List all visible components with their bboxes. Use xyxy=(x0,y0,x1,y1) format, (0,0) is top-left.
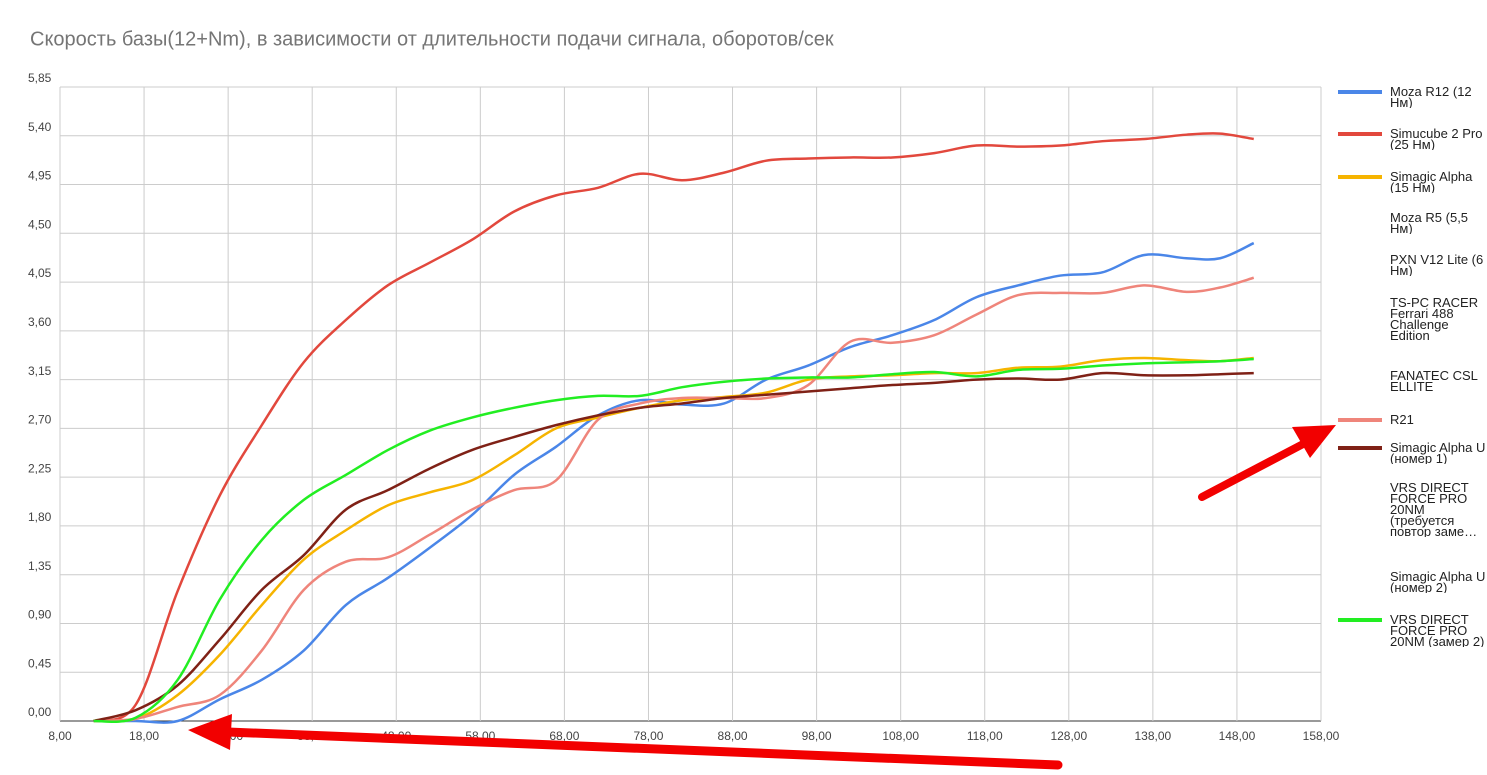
x-tick-label: 148,00 xyxy=(1219,729,1256,743)
legend-label: Moza R12 (12 Нм) xyxy=(1390,86,1472,108)
x-tick-label: 108,00 xyxy=(882,729,919,743)
y-tick-label: 0,00 xyxy=(28,705,52,719)
chart-title: Скорость базы(12+Nm), в зависимости от д… xyxy=(30,28,834,50)
series-line xyxy=(93,356,1254,723)
series-line xyxy=(93,241,1255,724)
y-tick-label: 4,05 xyxy=(28,266,52,280)
y-tick-label: 3,15 xyxy=(28,364,52,378)
legend-label: VRS DIRECT FORCE PRO 20NM (требуется пов… xyxy=(1390,482,1478,537)
series-line xyxy=(93,357,1254,723)
legend-label: Simagic Alpha U (номер 2) xyxy=(1390,571,1486,593)
legend-label: VRS DIRECT FORCE PRO 20NM (замер 2) xyxy=(1390,614,1485,647)
y-tick-label: 3,60 xyxy=(28,315,52,329)
x-tick-label: 18,00 xyxy=(129,729,159,743)
y-tick-label: 1,35 xyxy=(28,559,52,573)
series-line xyxy=(93,276,1255,723)
legend-label: TS-PC RACER Ferrari 488 Challenge Editio… xyxy=(1390,297,1479,341)
x-tick-label: 98,00 xyxy=(802,729,832,743)
x-tick-label: 8,00 xyxy=(48,729,72,743)
y-tick-label: 5,40 xyxy=(28,120,52,134)
legend-label: FANATEC CSL ELLITE xyxy=(1390,370,1478,392)
x-tick-label: 88,00 xyxy=(718,729,748,743)
series-line xyxy=(93,371,1254,723)
x-tick-label: 128,00 xyxy=(1050,729,1087,743)
series-line xyxy=(93,132,1254,723)
legend-label: R21 xyxy=(1390,414,1414,425)
legend-label: Moza R5 (5,5 Нм) xyxy=(1390,212,1469,234)
y-tick-label: 2,25 xyxy=(28,461,52,475)
y-tick-label: 4,95 xyxy=(28,169,52,183)
y-tick-label: 4,50 xyxy=(28,217,52,231)
y-tick-label: 0,90 xyxy=(28,608,52,622)
x-tick-label: 138,00 xyxy=(1135,729,1172,743)
legend-label: PXN V12 Lite (6 Нм) xyxy=(1390,254,1484,276)
x-tick-label: 158,00 xyxy=(1303,729,1340,743)
legend-label: Simagic Alpha U (номер 1) xyxy=(1390,442,1486,464)
y-tick-label: 5,85 xyxy=(28,71,52,85)
legend-label: Simucube 2 Pro (25 Нм) xyxy=(1390,128,1483,150)
annotation-arrow xyxy=(188,425,1336,770)
y-tick-label: 0,45 xyxy=(28,656,52,670)
x-tick-label: 118,00 xyxy=(967,729,1003,743)
y-tick-label: 1,80 xyxy=(28,510,52,524)
x-tick-label: 68,00 xyxy=(549,729,579,743)
legend-label: Simagic Alpha (15 Нм) xyxy=(1390,171,1473,193)
x-tick-label: 78,00 xyxy=(633,729,663,743)
y-tick-label: 2,70 xyxy=(28,413,52,427)
